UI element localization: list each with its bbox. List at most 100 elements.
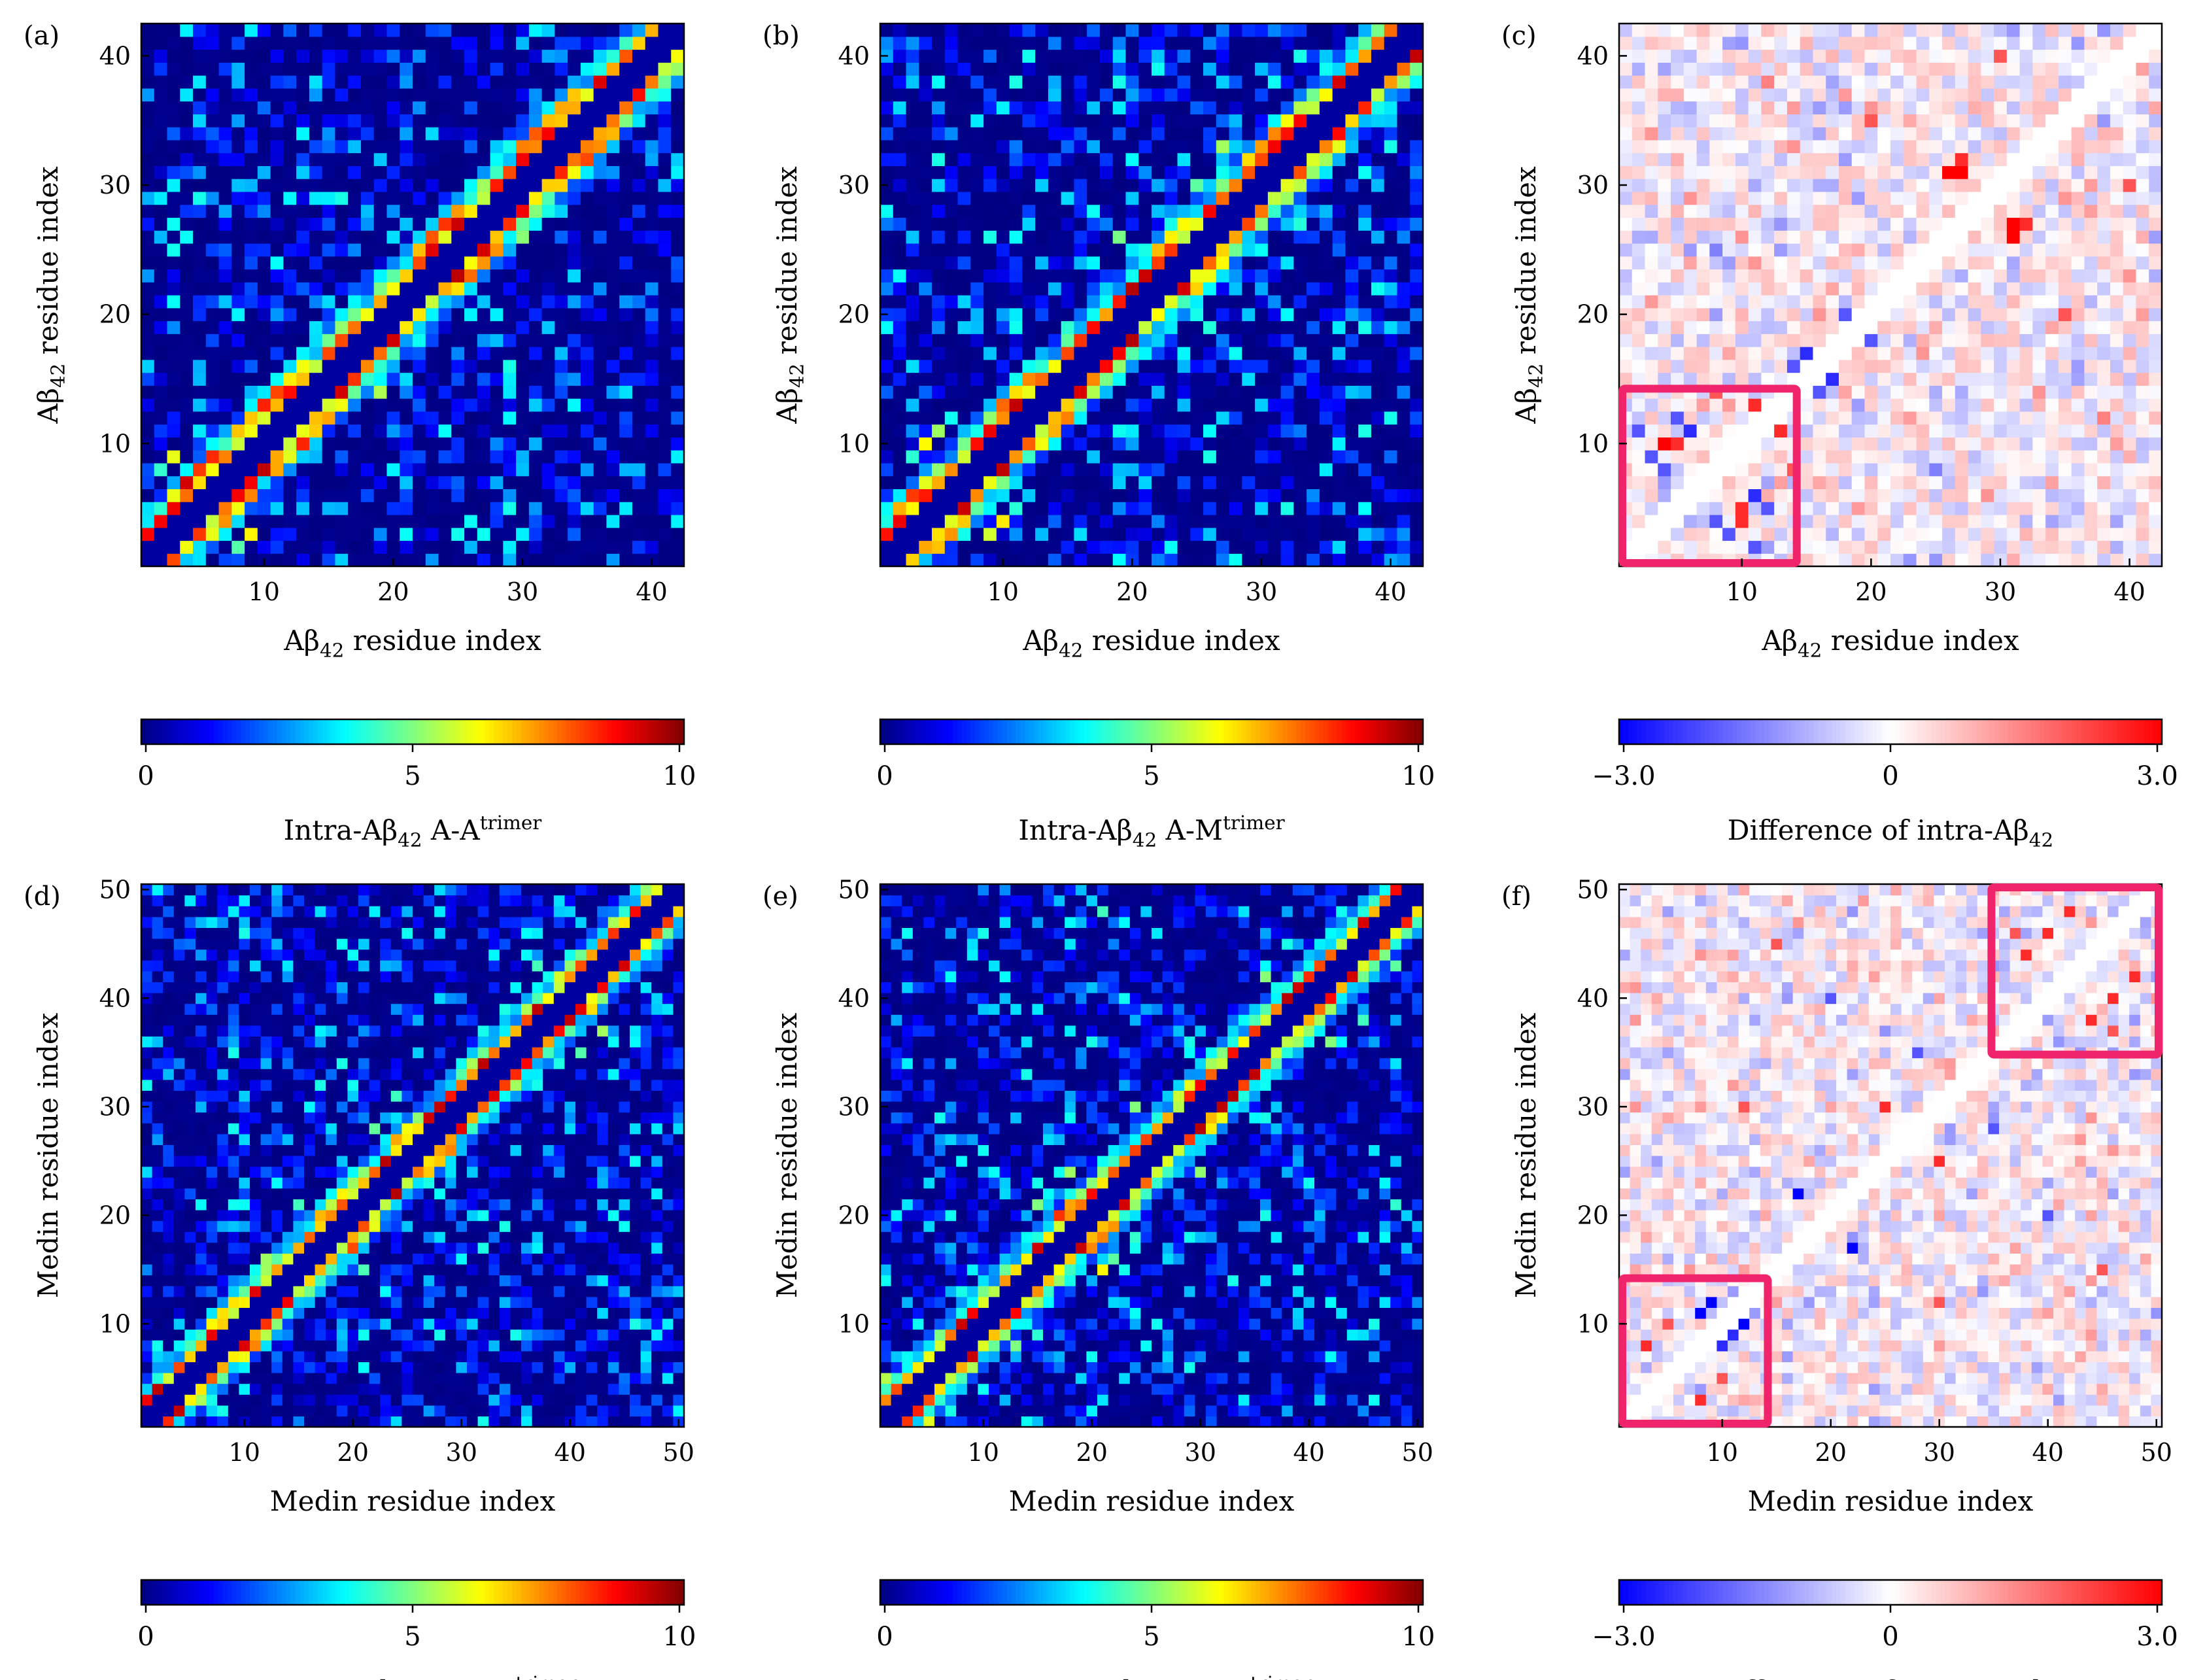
heatmap-cell [1229,282,1242,296]
heatmap-cell [957,437,971,451]
heatmap-cell [983,347,997,360]
heatmap-cell [257,282,271,296]
heatmap-cell [555,398,568,412]
heatmap-cell [167,320,180,334]
heatmap-cell [464,347,478,360]
heatmap-cell [919,114,932,128]
x-tick-label: 40 [1375,577,1406,606]
heatmap-cell [1671,450,1684,464]
heatmap-cell [1397,540,1410,554]
heatmap-cell [296,527,310,541]
heatmap-cell [1255,243,1269,257]
heatmap-cell [490,307,504,322]
heatmap-cell [1761,320,1775,334]
heatmap-cell [1177,139,1191,154]
heatmap-cell [400,230,413,244]
heatmap-cell [503,204,517,218]
heatmap-cell [167,165,180,179]
heatmap-cell [1748,62,1762,76]
heatmap-cell [1203,527,1217,541]
heatmap-cell [205,540,220,554]
colorbar-segment [430,719,436,744]
heatmap-cell [231,411,245,425]
heatmap-cell [1203,24,1217,37]
heatmap-cell [645,269,659,283]
heatmap-cell [1658,49,1671,63]
heatmap-cell [218,49,232,63]
heatmap-cell [1735,230,1749,244]
heatmap-cell [1112,398,1127,412]
heatmap-cell [1332,489,1346,502]
heatmap-cell [193,165,207,179]
heatmap-cell [1293,372,1307,386]
heatmap-cell [348,230,362,244]
heatmap-cell [593,88,607,102]
heatmap-cell [283,204,297,218]
heatmap-cell [400,295,413,309]
heatmap-cell [1632,88,1646,102]
heatmap-cell [1358,295,1372,309]
heatmap-cell [218,204,232,218]
heatmap-cell [1267,230,1282,244]
heatmap-cell [386,334,400,347]
heatmap-cell [141,88,155,102]
heatmap-cell [580,49,594,63]
heatmap-cell [983,489,997,502]
heatmap-cell [1813,36,1826,50]
heatmap-cell [1942,191,1956,205]
heatmap-cell [1735,475,1749,490]
heatmap-cell [1800,334,1814,347]
heatmap-cell [1177,191,1191,205]
heatmap-cell [1722,191,1736,205]
heatmap-cell [1864,475,1878,490]
heatmap-cell [1800,62,1814,76]
heatmap-cell [1890,36,1904,50]
heatmap-cell [1164,347,1178,360]
heatmap-cell [1242,424,1256,437]
heatmap-cell [1903,475,1917,490]
heatmap-cell [503,334,517,347]
heatmap-cell [205,502,220,515]
colorbar-segment [1373,719,1378,744]
heatmap-cell [438,282,452,296]
colorbar-segment [670,719,675,744]
heatmap-cell [1203,359,1217,373]
heatmap-cell [1061,127,1075,141]
heatmap-cell [1748,359,1762,373]
heatmap-cell [309,475,323,490]
heatmap-cell [1009,295,1023,309]
heatmap-cell [1152,217,1165,231]
heatmap-cell [477,152,491,166]
colorbar-segment [381,719,386,744]
heatmap-cell [1061,462,1075,477]
heatmap-cell [1164,127,1178,141]
heatmap-cell [1929,139,1943,154]
heatmap-cell [1890,385,1904,399]
heatmap-cell [1242,359,1256,373]
heatmap-cell [503,411,517,425]
heatmap-cell [555,527,568,541]
heatmap-cell [1929,527,1943,541]
heatmap-cell [1903,320,1917,334]
heatmap-cell [464,139,478,154]
heatmap-cell [580,295,594,309]
heatmap-cell [1864,269,1878,283]
heatmap-cell [1619,62,1633,76]
heatmap-cell [1877,411,1891,425]
heatmap-cell [141,62,155,76]
heatmap-cell [1035,179,1049,192]
heatmap-cell [1061,411,1075,425]
heatmap-cell [1022,514,1036,528]
heatmap-cell [231,437,245,451]
heatmap-cell [257,334,271,347]
heatmap-cell [1009,204,1023,218]
heatmap-cell [1358,411,1372,425]
heatmap-cell [1384,75,1398,89]
heatmap-cell [1632,282,1646,296]
heatmap-cell [1774,307,1788,322]
heatmap-cell [1203,475,1217,490]
heatmap-cell [490,372,504,386]
heatmap-cell [1955,514,1969,528]
heatmap-cell [1786,62,1801,76]
heatmap-cell [1190,139,1204,154]
